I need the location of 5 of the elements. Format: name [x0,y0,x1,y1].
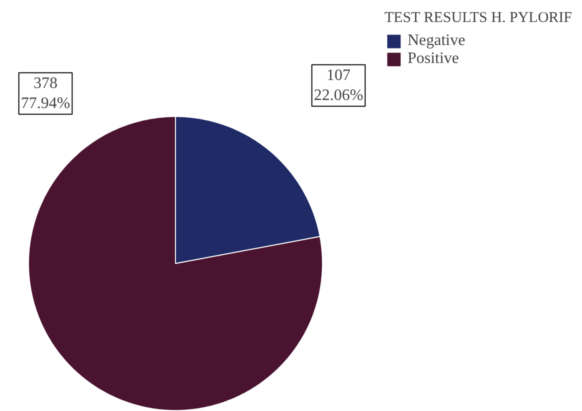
legend-title: TEST RESULTS H. PYLORIF [384,10,572,27]
data-label: 378 77.94% [20,74,70,112]
legend-label: Positive [407,50,460,68]
data-label: 107 22.06% [314,66,364,104]
legend-label: Negative [407,32,466,50]
